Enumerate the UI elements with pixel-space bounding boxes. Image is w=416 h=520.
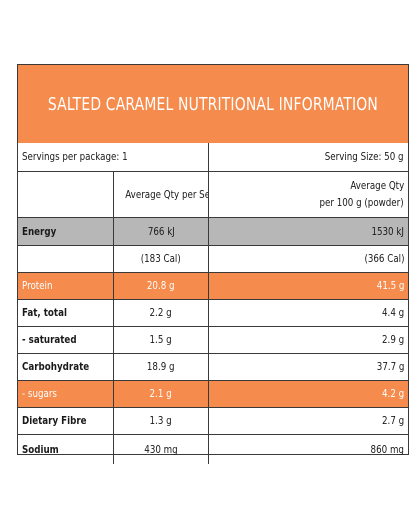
row-label xyxy=(18,244,114,273)
row-per-serving: 2.2 g xyxy=(112,298,210,327)
table-row-sodium: Sodium 430 mg 860 mg xyxy=(18,433,408,464)
row-label: - sugars xyxy=(18,379,114,408)
row-per-100g: (366 Cal) xyxy=(208,244,408,273)
row-per-100g: 860 mg xyxy=(208,433,408,464)
servings-per-package-cell: Servings per package: 1 xyxy=(18,143,209,172)
table-row-fat-total: Fat, total 2.2 g 4.4 g xyxy=(18,298,408,327)
row-label: Carbohydrate xyxy=(18,352,114,381)
row-label: Fat, total xyxy=(18,298,114,327)
header-per-100g-line2: per 100 g (powder) xyxy=(319,196,404,209)
header-per-100g-cell: Average Qty per 100 g (powder) xyxy=(208,170,408,218)
row-per-serving: 1.5 g xyxy=(112,325,210,354)
table-row-energy: Energy 766 kJ 1530 kJ xyxy=(18,216,408,246)
row-per-100g: 2.7 g xyxy=(208,406,408,435)
header-per-serving-cell: Average Qty per Serving xyxy=(112,170,210,218)
serving-size: Serving Size: 50 g xyxy=(325,150,404,164)
header-per-serving: Average Qty per Serving xyxy=(125,187,207,201)
row-per-serving: 430 mg xyxy=(112,433,210,464)
row-per-serving: (183 Cal) xyxy=(112,244,210,273)
table-row-sugars: - sugars 2.1 g 4.2 g xyxy=(18,379,408,408)
row-per-100g: 37.7 g xyxy=(208,352,408,381)
row-per-100g: 1530 kJ xyxy=(208,216,408,246)
column-header-row: Average Qty per Serving Average Qty per … xyxy=(18,170,408,218)
row-per-serving: 1.3 g xyxy=(112,406,210,435)
serving-size-cell: Serving Size: 50 g xyxy=(208,143,408,172)
row-per-100g: 2.9 g xyxy=(208,325,408,354)
table-row-dietary-fibre: Dietary Fibre 1.3 g 2.7 g xyxy=(18,406,408,435)
row-per-serving: 2.1 g xyxy=(112,379,210,408)
panel-title: SALTED CARAMEL NUTRITIONAL INFORMATION xyxy=(47,93,379,115)
title-banner: SALTED CARAMEL NUTRITIONAL INFORMATION xyxy=(18,65,408,143)
header-blank-cell xyxy=(18,170,114,218)
nutrition-panel: SALTED CARAMEL NUTRITIONAL INFORMATION S… xyxy=(17,64,409,464)
row-per-serving: 20.8 g xyxy=(112,271,210,300)
header-per-100g-line1: Average Qty xyxy=(350,179,404,192)
row-label: - saturated xyxy=(18,325,114,354)
row-label: Dietary Fibre xyxy=(18,406,114,435)
row-label: Sodium xyxy=(18,433,114,464)
table-row-protein: Protein 20.8 g 41.5 g xyxy=(18,271,408,300)
serving-info-row: Servings per package: 1 Serving Size: 50… xyxy=(18,143,408,172)
row-per-100g: 4.4 g xyxy=(208,298,408,327)
row-label: Energy xyxy=(18,216,114,246)
table-row-saturated: - saturated 1.5 g 2.9 g xyxy=(18,325,408,354)
row-per-100g: 4.2 g xyxy=(208,379,408,408)
row-per-100g: 41.5 g xyxy=(208,271,408,300)
nutrition-table: Servings per package: 1 Serving Size: 50… xyxy=(18,143,408,464)
row-per-serving: 18.9 g xyxy=(112,352,210,381)
servings-per-package: Servings per package: 1 xyxy=(22,150,128,164)
table-row-calories: (183 Cal) (366 Cal) xyxy=(18,244,408,273)
table-row-carbohydrate: Carbohydrate 18.9 g 37.7 g xyxy=(18,352,408,381)
row-label: Protein xyxy=(18,271,114,300)
row-per-serving: 766 kJ xyxy=(112,216,210,246)
